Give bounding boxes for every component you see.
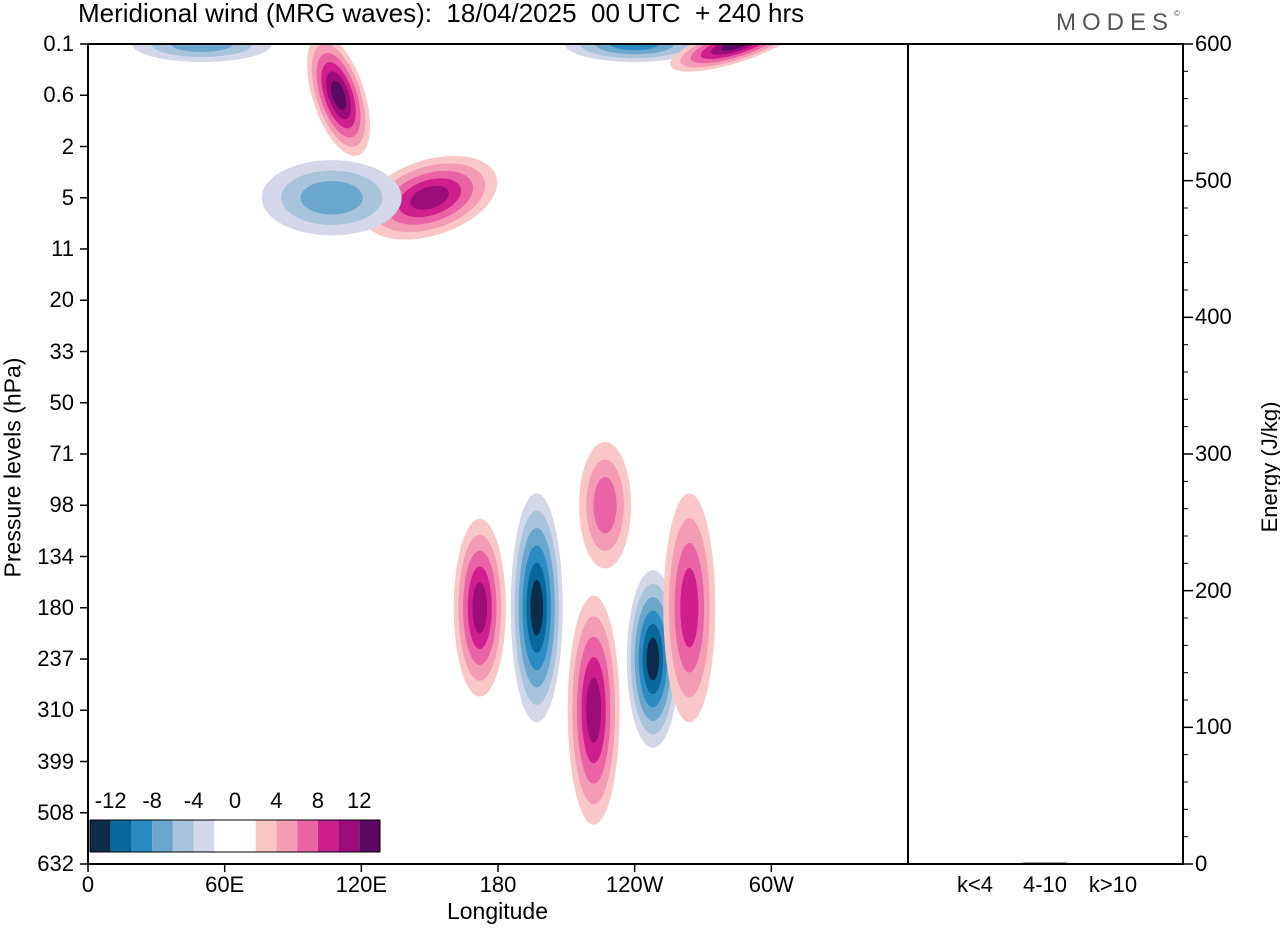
energy-bar-0 [953, 863, 997, 864]
logo-mark: © [1174, 9, 1180, 18]
y-tick-label: 2 [61, 133, 74, 159]
energy-bar-1 [1023, 862, 1067, 864]
colorbar-cell [276, 820, 298, 852]
colorbar-cell [172, 820, 194, 852]
logo-text: MODES [1056, 9, 1175, 36]
colorbar-cell [90, 820, 111, 852]
x-tick-label: 60E [205, 872, 245, 897]
y-tick-label: 33 [49, 338, 74, 364]
y-tick-label: 11 [51, 236, 74, 261]
colorbar-cell [193, 820, 215, 852]
colorbar-label: -12 [94, 788, 127, 813]
x-tick-label: 120E [335, 872, 388, 897]
x-tick-label: 0 [81, 872, 95, 897]
colorbar-cell [214, 820, 235, 852]
heatmap-frame [87, 43, 909, 865]
contour-negative-9-3 [610, 44, 660, 51]
colorbar-cell [235, 820, 256, 852]
y-tick-label: 399 [37, 748, 74, 774]
energy-axis-label: Energy (J/kg) [1257, 401, 1280, 533]
y-tick-label: 5 [61, 184, 74, 210]
colorbar-label: -4 [183, 788, 204, 813]
x-tick-label: 120W [605, 872, 664, 897]
colorbar-label: -8 [142, 788, 162, 813]
contour-positive-10-5 [720, 44, 754, 51]
energy-category-label: k>10 [1088, 872, 1138, 897]
y-tick-label: 180 [37, 594, 74, 620]
contour-positive-3-4 [472, 582, 488, 634]
colorbar-label: 12 [347, 788, 372, 813]
colorbar-cell [131, 820, 153, 852]
contour-negative-1-5 [646, 637, 660, 681]
x-axis-label: Longitude [446, 898, 549, 924]
y-tick-label: 632 [37, 851, 74, 876]
energy-category-label: k<4 [956, 872, 994, 897]
colorbar-cell [317, 820, 339, 852]
energy-tick-label: 600 [1195, 31, 1232, 56]
energy-tick-label: 0 [1195, 851, 1208, 876]
colorbar-cell [110, 820, 132, 852]
x-tick-label: 180 [479, 872, 517, 897]
y-tick-label: 237 [37, 646, 74, 671]
contour-negative-11-2 [300, 181, 363, 215]
colorbar-frame [89, 819, 381, 853]
colorbar-label: 8 [311, 788, 324, 813]
energy-tick-label: 500 [1195, 167, 1232, 193]
y-tick-label: 310 [37, 697, 74, 723]
energy-tick-label: 200 [1195, 577, 1232, 603]
energy-tick-label: 300 [1195, 441, 1232, 466]
energy-tick-label: 400 [1195, 304, 1232, 330]
y-tick-label: 0.1 [43, 31, 74, 56]
contour-positive-5-2 [593, 477, 617, 534]
y-tick-label: 50 [49, 389, 74, 415]
contour-positive-7-4 [410, 185, 449, 210]
colorbar-cell [255, 820, 277, 852]
contour-positive-6-5 [330, 80, 347, 110]
y-axis-label: Pressure levels (hPa) [0, 357, 26, 578]
y-tick-label: 508 [37, 799, 74, 825]
chart-title: Meridional wind (MRG waves): 18/04/2025 … [78, 0, 805, 28]
y-tick-label: 0.6 [43, 82, 74, 108]
energy-bar-panel [953, 43, 1193, 865]
colorbar-cell [152, 820, 173, 852]
y-tick-label: 20 [49, 287, 74, 313]
contour-positive-4-3 [680, 567, 699, 648]
bar-frame [907, 43, 1184, 865]
axes [80, 43, 1184, 872]
contour-negative-0-5 [530, 579, 544, 636]
energy-bar-2 [1091, 863, 1135, 864]
x-tick-label: 60W [748, 872, 794, 897]
y-tick-label: 98 [49, 492, 74, 518]
colorbar-label: 4 [270, 788, 283, 813]
colorbar-cell [338, 820, 360, 852]
contour-positive-2-4 [586, 677, 602, 743]
y-tick-label: 71 [49, 441, 74, 466]
energy-tick-label: 100 [1195, 714, 1232, 740]
colorbar-label: 0 [228, 788, 242, 813]
energy-category-label: 4-10 [1022, 872, 1068, 897]
colorbar [89, 819, 381, 853]
colorbar-cell [359, 820, 380, 852]
y-tick-label: 134 [37, 543, 74, 569]
contour-negative-8-2 [170, 44, 233, 52]
heatmap-panel [131, 44, 804, 825]
colorbar-cell [297, 820, 318, 852]
modes-logo: MODES© [1056, 9, 1180, 37]
